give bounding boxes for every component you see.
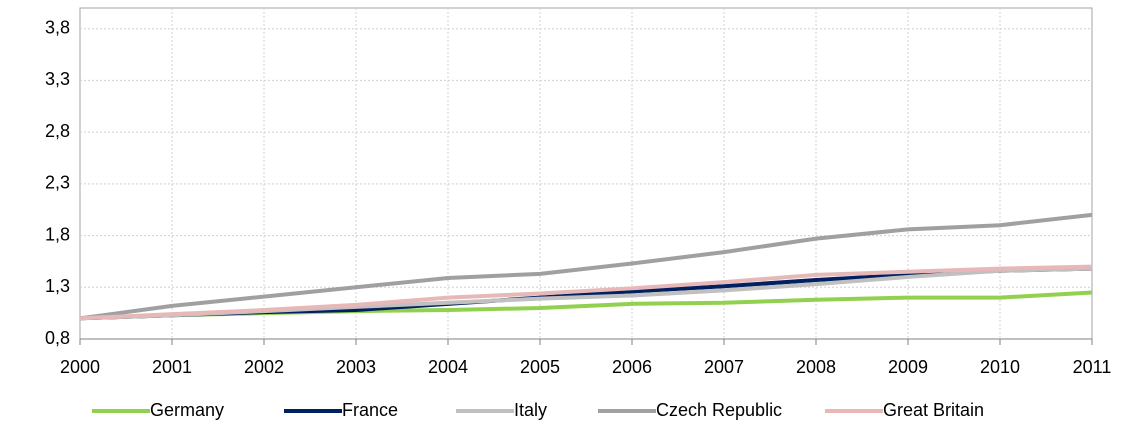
y-tick-label: 2,8 <box>45 121 70 141</box>
x-tick-label: 2010 <box>980 357 1020 377</box>
legend-label: Italy <box>514 400 547 420</box>
x-tick-label: 2006 <box>612 357 652 377</box>
x-tick-label: 2004 <box>428 357 468 377</box>
x-tick-label: 2005 <box>520 357 560 377</box>
x-tick-label: 2002 <box>244 357 284 377</box>
y-tick-label: 2,3 <box>45 173 70 193</box>
series-line <box>79 212 1093 321</box>
x-tick-label: 2008 <box>796 357 836 377</box>
y-tick-label: 3,3 <box>45 69 70 89</box>
series-line <box>79 264 1093 321</box>
legend-label: Germany <box>150 400 224 420</box>
x-tick-label: 2007 <box>704 357 744 377</box>
x-tick-label: 2000 <box>60 357 100 377</box>
x-tick-label: 2003 <box>336 357 376 377</box>
y-tick-label: 1,8 <box>45 224 70 244</box>
y-tick-label: 0,8 <box>45 328 70 348</box>
x-tick-label: 2001 <box>152 357 192 377</box>
y-tick-label: 3,8 <box>45 17 70 37</box>
legend-label: France <box>342 400 398 420</box>
x-tick-label: 2009 <box>888 357 928 377</box>
legend-label: Czech Republic <box>656 400 782 420</box>
legend-label: Great Britain <box>883 400 984 420</box>
y-tick-label: 1,3 <box>45 276 70 296</box>
x-tick-label: 2011 <box>1073 357 1112 377</box>
